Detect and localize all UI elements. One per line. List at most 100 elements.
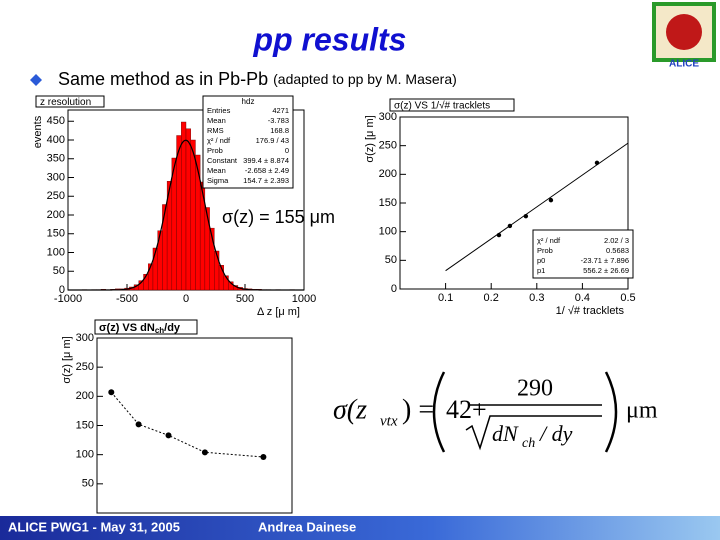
y-tick-label: 250 xyxy=(47,190,65,202)
stats-value: -23.71 ± 7.896 xyxy=(581,256,629,265)
x-tick-label: -500 xyxy=(116,293,138,305)
stats-value: -2.658 ± 2.49 xyxy=(245,166,289,175)
y-axis-label: σ(z) [μ m] xyxy=(61,336,73,383)
bar xyxy=(162,204,168,291)
stats-value: -3.783 xyxy=(268,116,289,125)
plot: 0 50 100 150 200 250 300 0.1 0.2 0.3 0.4 0.51/ √# t… xyxy=(364,98,636,317)
formula-constant: 42+ xyxy=(446,395,487,424)
bar xyxy=(171,157,177,291)
stats-label: χ² / ndf xyxy=(207,136,231,145)
stats-label: Mean xyxy=(207,166,226,175)
y-tick-label: 250 xyxy=(379,140,397,152)
y-tick-label: 300 xyxy=(379,111,397,123)
bar xyxy=(176,135,182,291)
y-axis-label: σ(z) [μ m] xyxy=(364,115,376,162)
stats-label: Prob xyxy=(207,146,223,155)
stats-value: 0.5683 xyxy=(606,246,629,255)
x-tick-label: 0.1 xyxy=(438,292,453,304)
title-part: /dy xyxy=(164,322,181,334)
stats-label: Entries xyxy=(207,106,231,115)
stats-label: χ² / ndf xyxy=(537,236,561,245)
y-tick-label: 100 xyxy=(379,226,397,238)
logo-text: ALICE xyxy=(669,59,699,70)
x-tick-label: 1000 xyxy=(292,293,316,305)
stats-label: p0 xyxy=(537,256,545,265)
paren-right xyxy=(604,371,618,453)
formula-unit: μm xyxy=(626,398,658,424)
point xyxy=(260,454,267,460)
x-tick-label: 0 xyxy=(183,293,189,305)
paren-left xyxy=(432,371,446,453)
y-tick-label: 200 xyxy=(76,390,94,402)
y-tick-label: 300 xyxy=(76,332,94,344)
title-box xyxy=(35,95,105,108)
point xyxy=(201,449,208,456)
bullet-marker xyxy=(30,74,42,86)
y-tick-label: 400 xyxy=(47,134,65,146)
title-box xyxy=(94,319,198,335)
stats-label: RMS xyxy=(207,126,224,135)
stats-value: 176.9 / 43 xyxy=(256,136,289,145)
chart-title: σ(z) VS 1/√# tracklets xyxy=(394,100,490,112)
point xyxy=(165,432,172,439)
y-tick-label: 250 xyxy=(76,361,94,373)
stats-value: 556.2 ± 26.69 xyxy=(583,266,629,275)
y-axis-label: events xyxy=(32,115,44,148)
x-tick-label: -1000 xyxy=(54,293,82,305)
bar xyxy=(181,121,187,291)
x-tick-label: 500 xyxy=(236,293,254,305)
bar xyxy=(190,139,196,291)
chart-title: z resolution xyxy=(40,97,91,108)
bullet-text: Same method as in Pb-Pb (adapted to pp by… xyxy=(58,69,457,89)
point xyxy=(108,389,115,396)
formula-sub: vtx xyxy=(380,413,398,429)
sqrt-sign xyxy=(465,415,602,451)
fit-curve xyxy=(68,139,304,291)
y-tick-label: 100 xyxy=(47,246,65,258)
bar xyxy=(204,207,210,291)
point xyxy=(594,160,600,166)
stats-title: hdz xyxy=(242,97,255,106)
y-tick-label: 350 xyxy=(47,153,65,165)
formula-numerator: 290 xyxy=(517,376,553,402)
bullet-note: (adapted to pp by M. Masera) xyxy=(273,71,457,87)
stats-value: 2.02 / 3 xyxy=(604,236,629,245)
y-tick-label: 0 xyxy=(391,283,397,295)
stats-label: Prob xyxy=(537,246,553,255)
y-tick-label: 300 xyxy=(47,171,65,183)
y-tick-label: 50 xyxy=(53,265,65,277)
point xyxy=(135,421,142,428)
logo: ALICE xyxy=(652,2,716,70)
stats-box xyxy=(532,229,634,279)
y-tick-label: 50 xyxy=(385,254,397,266)
annotation: σ(z) = 155 μm xyxy=(222,207,335,227)
formula-den-tail: / dy xyxy=(538,421,573,446)
point xyxy=(523,213,529,219)
chart-title: σ(z) VS dNch/dy xyxy=(99,322,181,335)
stats-label: p1 xyxy=(537,266,545,275)
formula-lhs: σ(z xyxy=(333,394,367,425)
x-tick-label: 0.2 xyxy=(484,292,499,304)
y-tick-label: 150 xyxy=(47,228,65,240)
footer-bar xyxy=(0,516,720,540)
x-axis-label: 1/ √# tracklets xyxy=(556,305,625,317)
slide-title: pp results xyxy=(253,21,407,57)
stats-label: Constant xyxy=(207,156,238,165)
logo-disc xyxy=(666,14,702,50)
x-axis-label: Δ z [μ m] xyxy=(257,306,300,318)
stats-value: 168.8 xyxy=(270,126,289,135)
title-part: σ(z) VS dN xyxy=(99,322,155,334)
y-tick-label: 450 xyxy=(47,115,65,127)
y-tick-label: 50 xyxy=(82,478,94,490)
plot: 0 50 100 150 200 250 300 350 400 450 -1000 -500 0 500… xyxy=(32,95,316,318)
point xyxy=(507,223,513,229)
formula-den: dN xyxy=(492,421,519,446)
stats-label: Mean xyxy=(207,116,226,125)
y-tick-label: 0 xyxy=(59,284,65,296)
stats-value: 0 xyxy=(285,146,289,155)
stats-value: 399.4 ± 8.874 xyxy=(243,156,289,165)
formula-den-sub: ch xyxy=(522,436,535,451)
